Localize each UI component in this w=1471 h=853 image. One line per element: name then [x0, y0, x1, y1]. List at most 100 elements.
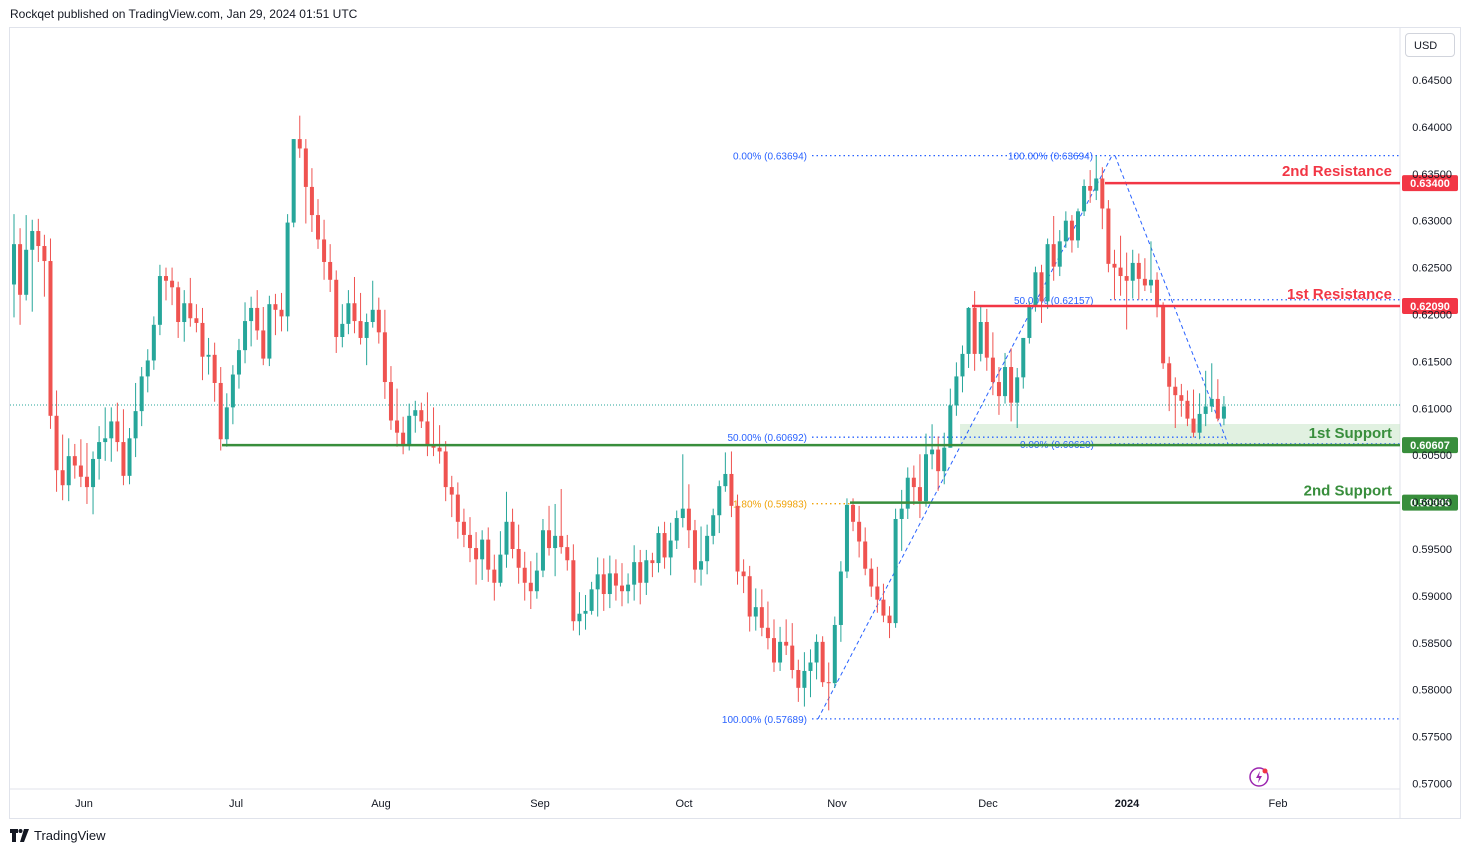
price-tick-label: 0.57000: [1412, 779, 1452, 791]
candle-body: [474, 548, 479, 560]
candle-body: [36, 231, 41, 247]
candle-body: [218, 382, 223, 440]
candle-body: [18, 244, 23, 295]
price-tick-label: 0.60000: [1412, 497, 1452, 509]
candle-body: [230, 374, 235, 408]
candle-body: [97, 442, 102, 459]
candle-body: [692, 530, 697, 570]
currency-button[interactable]: USD: [1405, 33, 1455, 57]
candle-body: [1094, 178, 1099, 191]
price-tick-label: 0.63500: [1412, 169, 1452, 181]
candle-body: [413, 410, 418, 416]
candle-body: [492, 569, 497, 583]
candle-body: [1173, 386, 1178, 396]
price-axis[interactable]: 0.64500 0.64000 0.63500 0.63000 0.62500 0.620…: [1412, 75, 1452, 791]
candle-body: [1142, 278, 1147, 286]
candle-body: [851, 504, 856, 522]
price-tag-label: 0.60607: [1410, 440, 1450, 452]
candle-body: [1057, 241, 1062, 267]
candle-body: [650, 560, 655, 564]
candle-body: [996, 382, 1001, 397]
candle-body: [188, 303, 193, 319]
candle-body: [1112, 263, 1117, 268]
candle-body: [936, 449, 941, 472]
candle-body: [425, 421, 430, 445]
candle-body: [577, 613, 582, 622]
candle-body: [285, 222, 290, 317]
level-label: 2nd Resistance: [1282, 163, 1392, 180]
candle-body: [243, 321, 248, 351]
candle-body: [206, 354, 211, 357]
candle-body: [1100, 178, 1105, 209]
candle-body: [1039, 272, 1044, 302]
candle-body: [103, 438, 108, 443]
candle-body: [571, 560, 576, 622]
candle-body: [668, 540, 673, 558]
price-tag-label: 0.59995: [1410, 498, 1450, 510]
candle-body: [741, 571, 746, 577]
candle-body: [1197, 413, 1202, 433]
candle-body: [1148, 279, 1153, 286]
candle-body: [547, 530, 552, 549]
candle-body: [753, 607, 758, 617]
candle-body: [443, 451, 448, 488]
candle-body: [893, 518, 898, 624]
candle-body: [595, 574, 600, 590]
fib-label: 50.00% (0.62157): [1014, 296, 1094, 307]
candle-body: [887, 615, 892, 624]
candle-body: [297, 139, 302, 149]
candle-body: [346, 303, 351, 324]
fib-label: 1.80% (0.59983): [733, 500, 807, 511]
price-tick-label: 0.59000: [1412, 591, 1452, 603]
candle-body: [358, 321, 363, 338]
candle-body: [395, 420, 400, 433]
candle-body: [638, 562, 643, 583]
candle-body: [1088, 185, 1093, 191]
time-tick-label: Jul: [229, 798, 243, 810]
candle-body: [164, 276, 168, 281]
candle-body: [449, 487, 454, 495]
chart-frame: [9, 27, 1461, 819]
candle-body: [200, 322, 205, 357]
candle-body: [194, 318, 199, 323]
candle-body: [1015, 377, 1020, 403]
candle-body: [662, 533, 667, 558]
level-label: 1st Resistance: [1287, 286, 1392, 303]
candle-body: [917, 487, 922, 502]
candle-body: [607, 573, 612, 595]
candle-body: [984, 322, 989, 358]
candle-body: [553, 535, 558, 549]
fib-trend-line: [817, 155, 1113, 720]
candle-body: [820, 641, 825, 683]
candle-body: [486, 539, 491, 570]
candle-body: [364, 322, 369, 338]
candle-body: [145, 360, 150, 377]
candle-body: [942, 447, 947, 472]
candle-body: [249, 307, 254, 322]
candle-body: [717, 486, 722, 516]
lightning-icon[interactable]: [1249, 767, 1269, 787]
candle-body: [66, 456, 71, 486]
price-tick-label: 0.57500: [1412, 732, 1452, 744]
price-tag: [1402, 437, 1458, 454]
candle-body: [808, 662, 813, 671]
time-tick-label: Oct: [675, 798, 692, 810]
time-axis[interactable]: Jun Jul Aug Sep Oct Nov Dec 2024 Feb: [75, 798, 1287, 810]
fib-label: 100.00% (0.57689): [722, 715, 807, 726]
candle-body: [826, 682, 831, 684]
candle-body: [334, 279, 339, 338]
candle-body: [309, 186, 314, 216]
candle-body: [528, 582, 533, 592]
candle-body: [948, 405, 953, 448]
footer-brand[interactable]: TradingView: [10, 826, 106, 844]
candle-body: [1033, 272, 1038, 306]
candle-body: [279, 309, 284, 317]
price-tick-label: 0.61000: [1412, 403, 1452, 415]
candle-body: [747, 576, 752, 617]
candle-body: [401, 432, 406, 446]
fib-label: 0.00% (0.63694): [733, 152, 807, 163]
level-label: 1st Support: [1309, 425, 1392, 442]
candle-body: [765, 627, 770, 639]
candle-body: [924, 454, 928, 502]
